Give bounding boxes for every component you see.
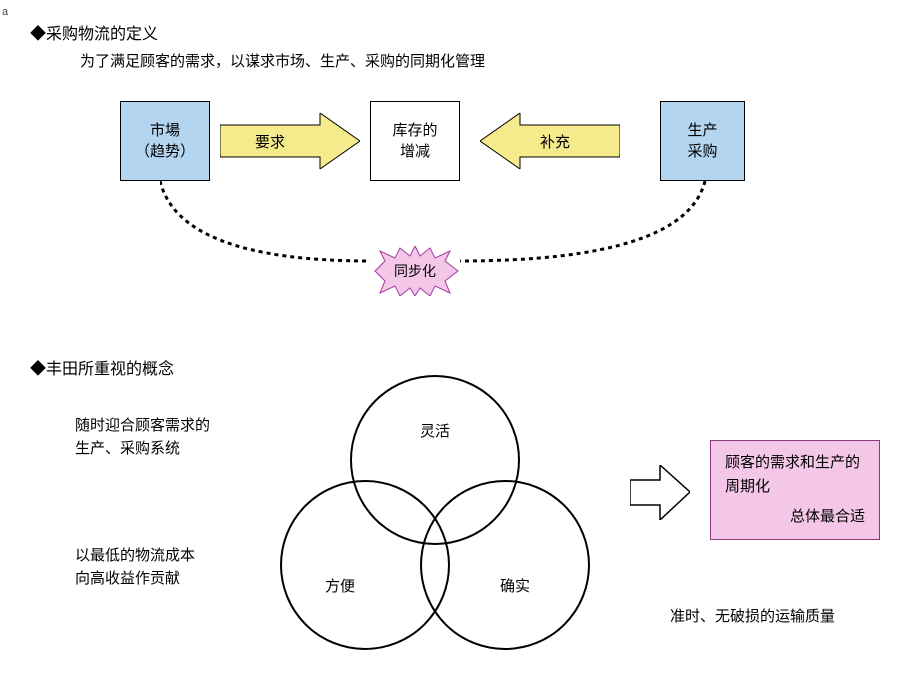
- box-inventory: 库存的 增减: [370, 101, 460, 181]
- section-2: ◆丰田所重视的概念 随时迎合顾客需求的 生产、采购系统 以最低的物流成本 向高收…: [30, 355, 910, 393]
- section-1: ◆采购物流的定义 为了满足顾客的需求，以谋求市场、生产、采购的同期化管理 市場 …: [30, 20, 910, 311]
- heading-1: ◆采购物流的定义: [30, 20, 910, 44]
- arrow-demand: [220, 113, 360, 169]
- desc-1: 为了满足顾客的需求，以谋求市场、生产、采购的同期化管理: [80, 50, 910, 71]
- left-text-1: 随时迎合顾客需求的 生产、采购系统: [75, 415, 210, 460]
- flow-diagram: 市場 （趋势） 要求 库存的 增减 补充 生产 采购: [60, 91, 910, 311]
- starburst-label: 同步化: [394, 261, 436, 281]
- result-box: 顾客的需求和生产的周期化 总体最合适: [710, 440, 880, 540]
- venn-circle-right: [420, 480, 590, 650]
- venn-label-right: 确实: [500, 575, 530, 596]
- bottom-note: 准时、无破损的运输质量: [670, 605, 835, 626]
- box-production: 生产 采购: [660, 101, 745, 181]
- arrow-demand-label: 要求: [255, 131, 285, 152]
- left-text-2: 以最低的物流成本 向高收益作贡献: [75, 545, 195, 590]
- venn-diagram: 灵活 方便 确实: [270, 375, 600, 655]
- arrow-result-icon: [630, 465, 690, 520]
- venn-label-left: 方便: [325, 575, 355, 596]
- result-line-1: 顾客的需求和生产的周期化: [725, 451, 865, 499]
- starburst-sync: 同步化: [370, 246, 460, 296]
- box-market: 市場 （趋势）: [120, 101, 210, 181]
- arrow-supply-label: 补充: [540, 131, 570, 152]
- result-line-2: 总体最合适: [725, 505, 865, 529]
- slide-container: ◆采购物流的定义 为了满足顾客的需求，以谋求市场、生产、采购的同期化管理 市場 …: [0, 0, 920, 331]
- venn-label-top: 灵活: [420, 420, 450, 441]
